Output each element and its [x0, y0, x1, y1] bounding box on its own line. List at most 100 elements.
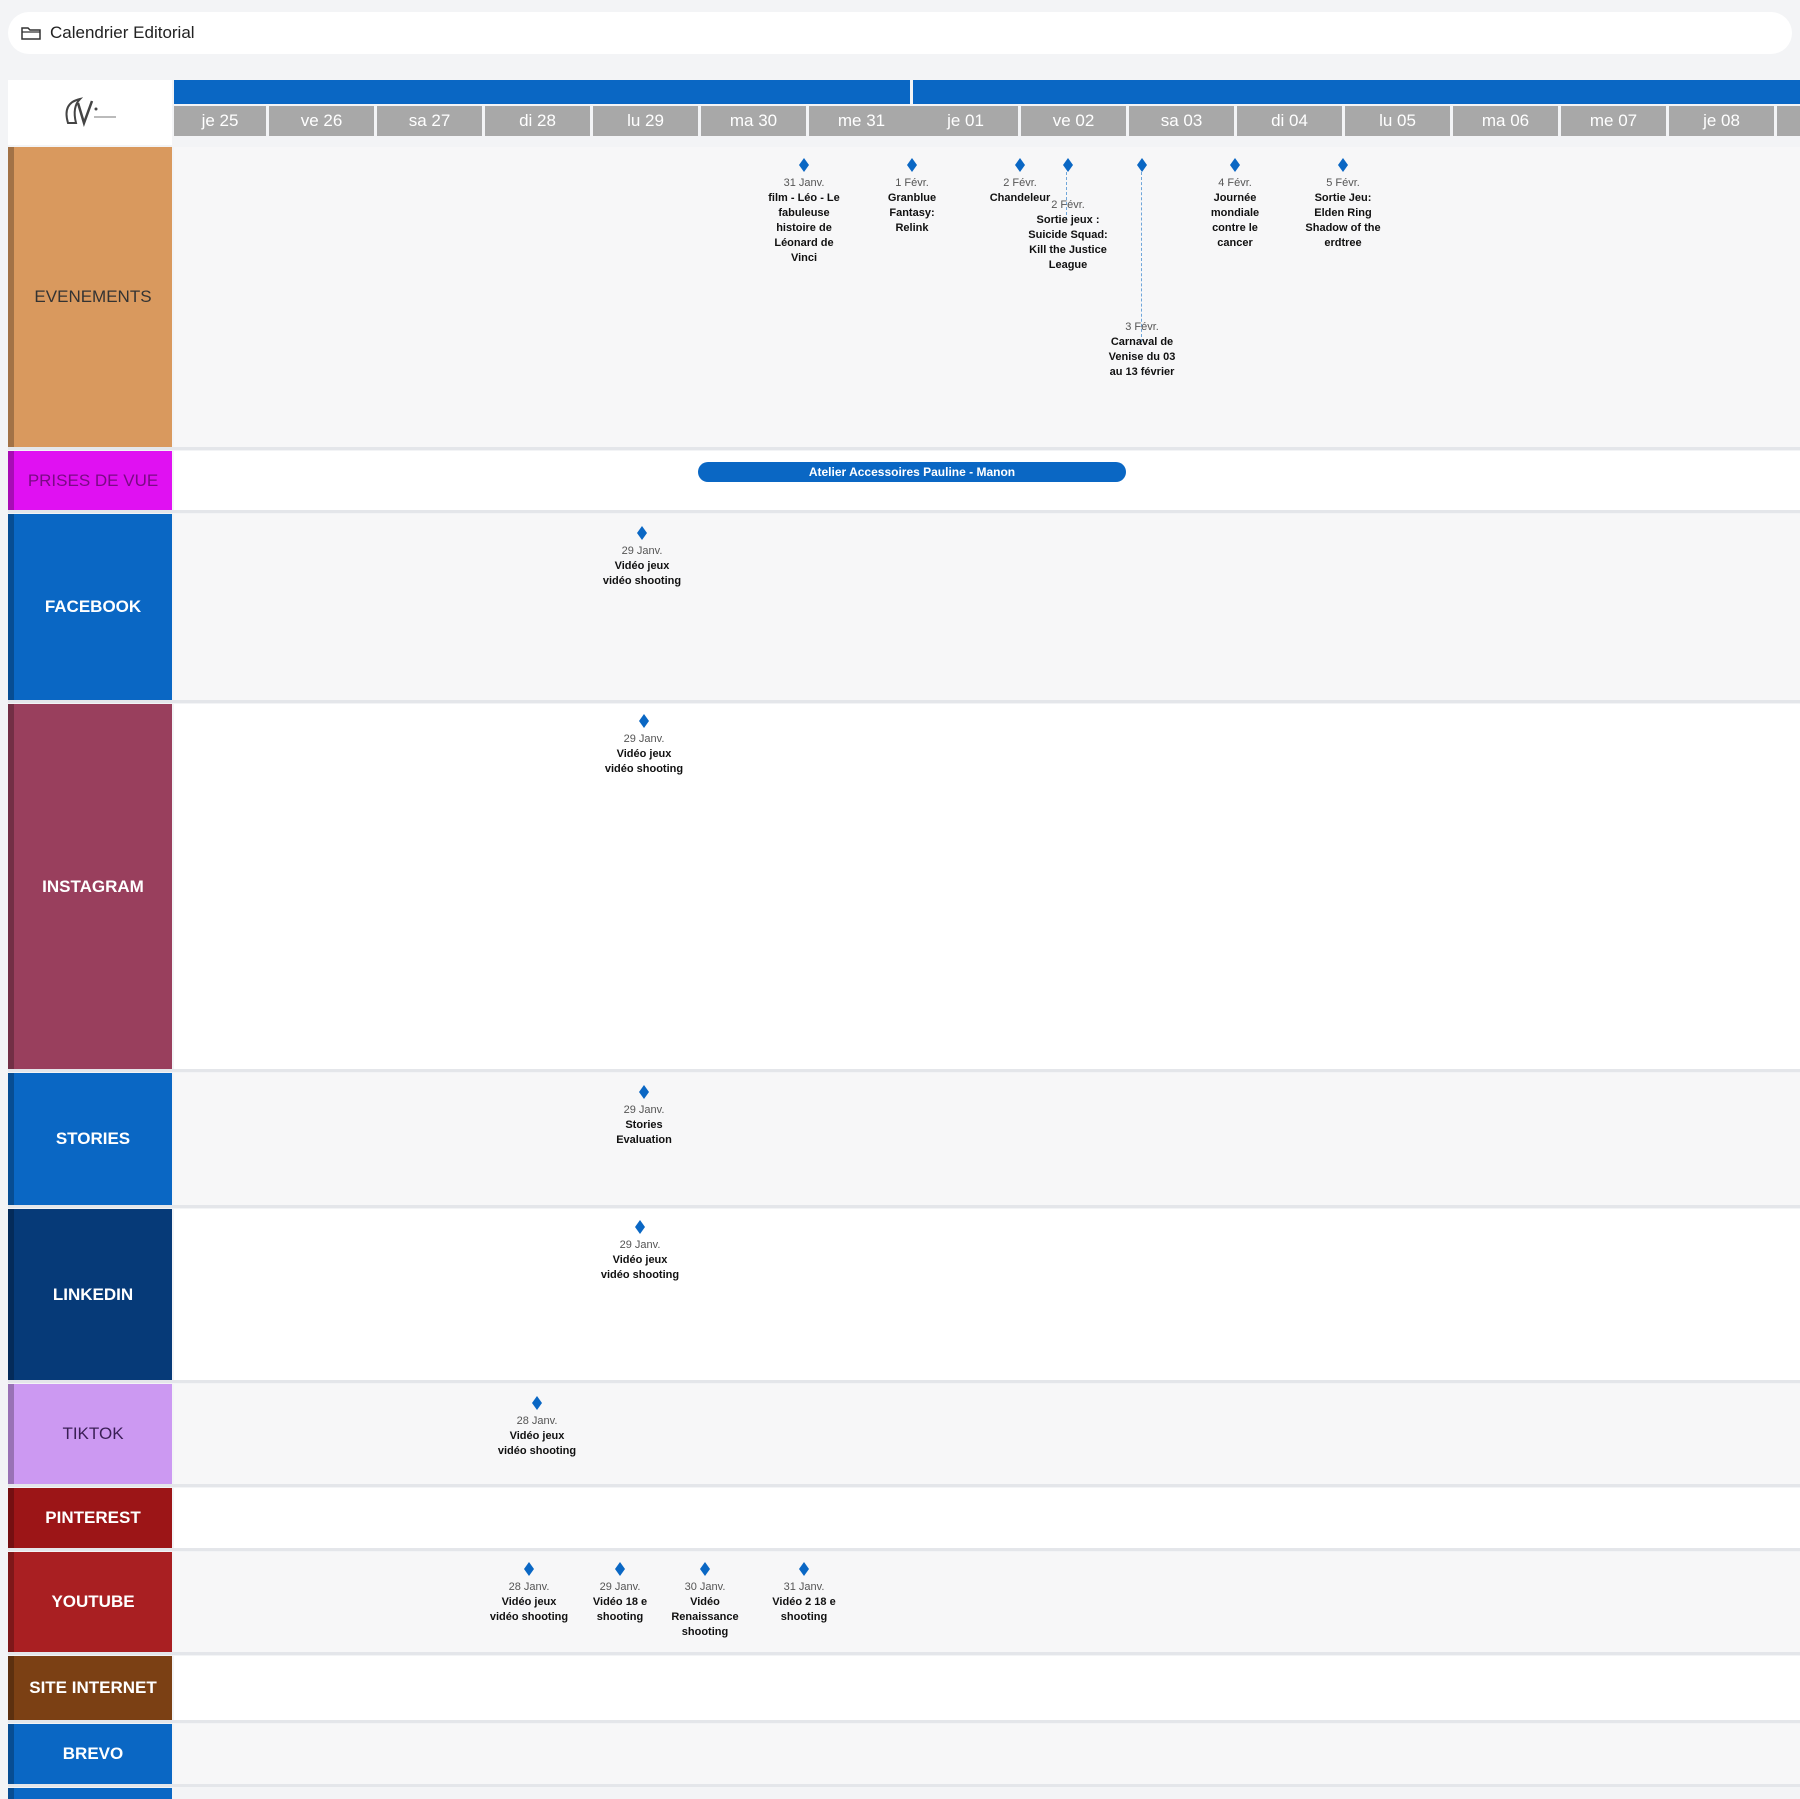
row-separator — [8, 1548, 1800, 1551]
diamond-icon — [698, 1562, 712, 1576]
event-date: 28 Janv. — [508, 1581, 550, 1593]
row-bg-stories — [174, 1073, 1800, 1205]
diamond-icon — [1228, 158, 1242, 172]
event-date: 5 Févr. — [1326, 177, 1360, 189]
day-header[interactable] — [1777, 106, 1800, 136]
event-date: 1 Févr. — [895, 177, 929, 189]
row-separator — [8, 447, 1800, 450]
day-header[interactable]: je 01 — [913, 106, 1018, 136]
row-bg-linkedin — [174, 1209, 1800, 1380]
row-separator — [8, 1380, 1800, 1383]
day-header[interactable]: ve 26 — [269, 106, 374, 136]
connector-line — [1066, 172, 1067, 220]
breadcrumb-bar: Calendrier Editorial — [8, 12, 1792, 54]
month-bar-january — [174, 80, 910, 104]
event-marker[interactable]: 29 Janv. Vidéo jeux vidéo shooting — [600, 1220, 680, 1283]
row-separator — [8, 700, 1800, 703]
day-header[interactable]: me 31 — [809, 106, 914, 136]
row-separator — [8, 1069, 1800, 1072]
logo — [8, 80, 172, 145]
row-separator — [8, 1784, 1800, 1787]
event-marker[interactable]: 28 Janv. Vidéo jeux vidéo shooting — [489, 1562, 569, 1625]
event-marker[interactable]: 2 Févr. Sortie jeux : Suicide Squad: Kill… — [1028, 198, 1108, 273]
day-header[interactable]: di 04 — [1237, 106, 1342, 136]
event-marker[interactable]: 31 Janv. Vidéo 2 18 e shooting — [764, 1562, 844, 1625]
event-marker[interactable]: 29 Janv. Stories Evaluation — [604, 1085, 684, 1148]
diamond-icon — [522, 1562, 536, 1576]
event-label: Vidéo jeux vidéo shooting — [489, 1596, 569, 1623]
event-label: Chandeleur — [989, 192, 1051, 204]
event-date: 28 Janv. — [516, 1415, 558, 1427]
row-label-evenements: EVENEMENTS — [8, 147, 172, 447]
event-label: Vidéo jeux vidéo shooting — [604, 748, 684, 775]
event-marker[interactable]: 29 Janv. Vidéo jeux vidéo shooting — [604, 714, 684, 777]
row-separator — [8, 510, 1800, 513]
day-header[interactable]: lu 29 — [593, 106, 698, 136]
row-separator — [8, 1652, 1800, 1655]
diamond-icon — [1013, 158, 1027, 172]
day-header[interactable]: sa 03 — [1129, 106, 1234, 136]
day-header[interactable]: lu 05 — [1345, 106, 1450, 136]
page-title[interactable]: Calendrier Editorial — [50, 23, 195, 42]
event-marker[interactable]: 1 Févr. Granblue Fantasy: Relink — [872, 158, 952, 236]
month-bar-february — [913, 80, 1800, 104]
diamond-icon — [1336, 158, 1350, 172]
diamond-icon — [1135, 158, 1149, 172]
event-date: 2 Févr. — [1003, 177, 1037, 189]
day-header[interactable]: me 07 — [1561, 106, 1666, 136]
diamond-icon — [613, 1562, 627, 1576]
day-header[interactable]: sa 27 — [377, 106, 482, 136]
event-date: 29 Janv. — [623, 1104, 665, 1116]
event-marker[interactable]: 4 Févr. Journée mondiale contre le cancer — [1195, 158, 1275, 251]
row-bg-tiktok — [174, 1384, 1800, 1484]
event-label: Sortie jeux : Suicide Squad: Kill the Ju… — [1028, 214, 1108, 271]
event-date: 3 Févr. — [1125, 321, 1159, 333]
diamond-icon — [635, 526, 649, 540]
day-header[interactable]: je 08 — [1669, 106, 1774, 136]
event-diamond[interactable] — [1028, 158, 1108, 176]
diamond-icon — [530, 1396, 544, 1410]
event-diamond[interactable] — [1102, 158, 1182, 176]
row-label-facebook: FACEBOOK — [8, 514, 172, 700]
event-marker[interactable]: 3 Févr. Carnaval de Venise du 03 au 13 fé… — [1102, 320, 1182, 380]
row-label-site-internet: SITE INTERNET — [8, 1656, 172, 1720]
row-label-stories: STORIES — [8, 1073, 172, 1205]
day-header[interactable]: ma 06 — [1453, 106, 1558, 136]
event-marker[interactable]: 29 Janv. Vidéo 18 e shooting — [580, 1562, 660, 1625]
event-date: 31 Janv. — [783, 177, 825, 189]
event-label: Stories Evaluation — [616, 1119, 672, 1146]
row-bg-pinterest — [174, 1488, 1800, 1548]
diamond-icon — [637, 1085, 651, 1099]
day-header[interactable]: je 25 — [174, 106, 266, 136]
event-label: Sortie Jeu: Elden Ring Shadow of the erd… — [1305, 192, 1381, 249]
day-header[interactable]: di 28 — [485, 106, 590, 136]
diamond-icon — [1061, 158, 1075, 172]
connector-line — [1141, 172, 1142, 342]
event-date: 29 Janv. — [621, 545, 663, 557]
event-label: Vidéo jeux vidéo shooting — [497, 1430, 577, 1457]
event-marker[interactable]: 2 Févr. Chandeleur — [975, 158, 1065, 206]
day-header[interactable]: ve 02 — [1021, 106, 1126, 136]
event-label: Vidéo jeux vidéo shooting — [602, 560, 682, 587]
event-marker[interactable]: 30 Janv. Vidéo Renaissance shooting — [665, 1562, 745, 1640]
event-marker[interactable]: 29 Janv. Vidéo jeux vidéo shooting — [602, 526, 682, 589]
diamond-icon — [633, 1220, 647, 1234]
row-separator — [8, 1484, 1800, 1487]
diamond-icon — [797, 158, 811, 172]
event-bar-atelier[interactable]: Atelier Accessoires Pauline - Manon — [698, 462, 1126, 482]
event-label: Granblue Fantasy: Relink — [887, 192, 937, 234]
row-bg-youtube — [174, 1552, 1800, 1652]
event-label: film - Léo - Le fabuleuse histoire de Lé… — [768, 192, 840, 264]
folder-icon — [20, 24, 42, 42]
row-label-next — [8, 1788, 172, 1799]
event-label: Vidéo 18 e shooting — [592, 1596, 648, 1623]
event-date: 29 Janv. — [619, 1239, 661, 1251]
event-marker[interactable]: 5 Févr. Sortie Jeu: Elden Ring Shadow of … — [1303, 158, 1383, 251]
row-label-instagram: INSTAGRAM — [8, 704, 172, 1069]
event-label: Vidéo Renaissance shooting — [671, 1596, 739, 1638]
row-bg-facebook — [174, 514, 1800, 700]
event-marker[interactable]: 28 Janv. Vidéo jeux vidéo shooting — [497, 1396, 577, 1459]
event-marker[interactable]: 31 Janv. film - Léo - Le fabuleuse histoi… — [764, 158, 844, 266]
day-header[interactable]: ma 30 — [701, 106, 806, 136]
event-date: 31 Janv. — [783, 1581, 825, 1593]
